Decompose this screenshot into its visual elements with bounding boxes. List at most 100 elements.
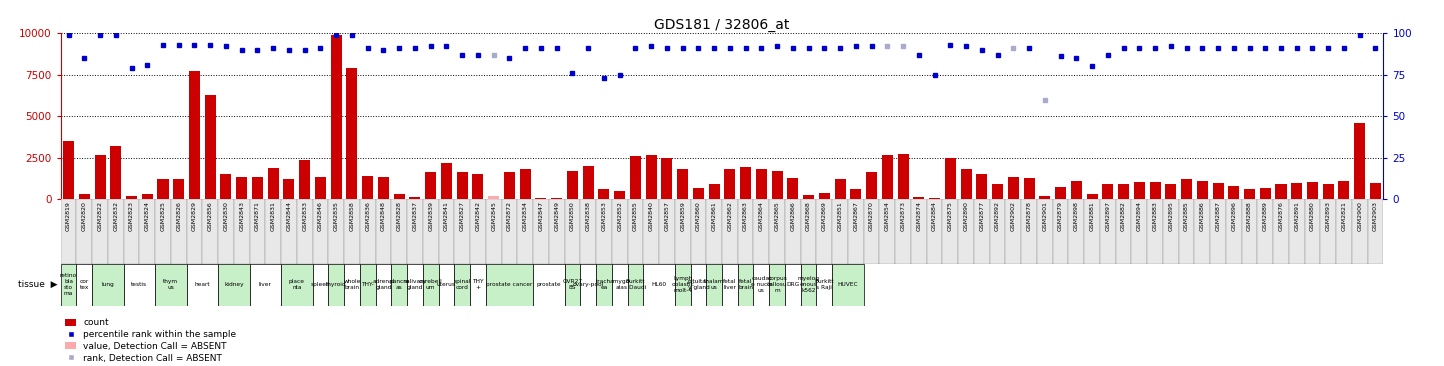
Bar [375,199,391,264]
Bar [282,199,297,264]
Text: GSM2851: GSM2851 [838,201,843,231]
Text: GSM2847: GSM2847 [539,201,543,231]
Bar [124,264,155,306]
Bar [630,156,641,199]
Bar [1291,183,1302,199]
Bar [533,264,565,306]
Bar [360,199,375,264]
Text: prostate cancer: prostate cancer [487,282,533,287]
Text: GSM2896: GSM2896 [1232,201,1236,231]
Bar [848,199,864,264]
Bar [1149,182,1161,199]
Bar [407,199,423,264]
Bar [250,264,282,306]
Text: DRG: DRG [786,282,800,287]
Bar [582,166,593,199]
Text: GSM2888: GSM2888 [1248,201,1252,231]
Text: GSM2833: GSM2833 [302,201,308,231]
Bar [92,199,108,264]
Bar [173,179,185,199]
Bar [801,199,816,264]
Bar [989,199,1005,264]
Bar [520,169,531,199]
Text: GSM2854: GSM2854 [885,201,890,231]
Bar [186,264,218,306]
Text: liver: liver [258,282,271,287]
Bar [913,197,924,199]
Text: GSM2873: GSM2873 [901,201,905,231]
Text: GSM2897: GSM2897 [1105,201,1110,231]
Bar [234,199,250,264]
Bar [1008,177,1019,199]
Bar [455,199,471,264]
Text: GSM2876: GSM2876 [1278,201,1284,231]
Bar [439,199,455,264]
Bar [755,169,767,199]
Bar [170,199,186,264]
Text: tissue  ▶: tissue ▶ [17,280,58,289]
Bar [1102,184,1113,199]
Text: prostate: prostate [537,282,562,287]
Bar [832,264,864,306]
Bar [391,199,407,264]
Bar [992,184,1004,199]
Text: GSM2857: GSM2857 [664,201,670,231]
Text: GSM2880: GSM2880 [1310,201,1315,231]
Bar [439,264,455,306]
Bar [202,199,218,264]
Bar [1040,196,1050,199]
Bar [471,264,485,306]
Bar [1289,199,1304,264]
Text: spinal
cord: spinal cord [453,279,471,290]
Bar [851,190,862,199]
Text: caudat
e nucle
us: caudat e nucle us [751,276,773,293]
Bar [312,199,328,264]
Bar [328,199,344,264]
Bar [882,154,892,199]
Bar [1086,194,1097,199]
Text: THY-: THY- [361,282,374,287]
Bar [895,199,911,264]
Bar [221,175,231,199]
Text: lung: lung [101,282,114,287]
Bar [501,199,517,264]
Text: GSM2839: GSM2839 [429,201,433,231]
Bar [1339,181,1350,199]
Bar [612,264,628,306]
Text: testis: testis [131,282,147,287]
Text: GSM2848: GSM2848 [381,201,386,231]
Bar [943,199,959,264]
Text: kidney: kidney [224,282,244,287]
Text: fetal
brain: fetal brain [738,279,754,290]
Bar [1275,184,1287,199]
Text: GSM2855: GSM2855 [632,201,638,231]
Text: pituitar
y gland: pituitar y gland [687,279,709,290]
Text: pancre
as: pancre as [388,279,409,290]
Text: thyroid: thyroid [326,282,347,287]
Text: GSM2825: GSM2825 [160,201,166,231]
Bar [315,177,326,199]
Bar [725,169,735,199]
Text: GSM2862: GSM2862 [728,201,732,231]
Bar [598,190,609,199]
Text: GSM2895: GSM2895 [1168,201,1174,231]
Bar [1165,184,1177,199]
Text: GSM2840: GSM2840 [648,201,654,231]
Bar [1304,199,1320,264]
Text: GSM2852: GSM2852 [617,201,622,231]
Bar [567,171,578,199]
Bar [879,199,895,264]
Bar [1053,199,1069,264]
Title: GDS181 / 32806_at: GDS181 / 32806_at [654,18,790,32]
Text: GSM2889: GSM2889 [1262,201,1268,231]
Bar [61,199,77,264]
Text: GSM2845: GSM2845 [491,201,497,231]
Bar [297,199,312,264]
Bar [423,264,439,306]
Bar [643,264,674,306]
Text: GSM2892: GSM2892 [995,201,1001,231]
Text: GSM2898: GSM2898 [1074,201,1079,231]
Bar [423,199,439,264]
Bar [186,199,202,264]
Bar [77,264,92,306]
